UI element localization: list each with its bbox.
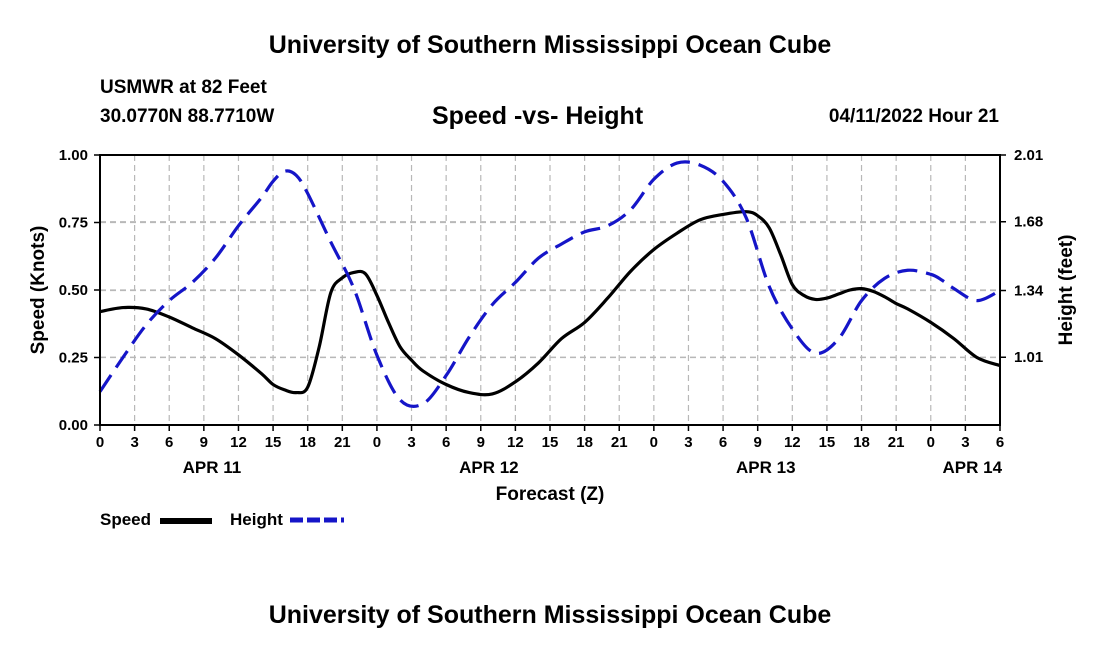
x-tick-label: 0 bbox=[96, 434, 104, 451]
legend-speed-label: Speed bbox=[100, 510, 152, 529]
y-tick-label: 0.50 bbox=[59, 282, 88, 299]
x-tick-label: 12 bbox=[507, 434, 524, 451]
x-tick-label: 3 bbox=[130, 434, 138, 451]
y2-axis-label: Height (feet) bbox=[1056, 235, 1077, 346]
x-tick-label: 21 bbox=[334, 434, 351, 451]
x-tick-label: 21 bbox=[611, 434, 628, 451]
y2-tick-label: 1.68 bbox=[1014, 214, 1043, 231]
x-tick-label: 3 bbox=[961, 434, 969, 451]
x-tick-label: 3 bbox=[407, 434, 415, 451]
x-tick-label: 18 bbox=[853, 434, 870, 451]
legend-height-label: Height bbox=[230, 510, 283, 529]
x-tick-label: 18 bbox=[576, 434, 593, 451]
y-tick-label: 0.75 bbox=[59, 215, 88, 232]
x-tick-label: 6 bbox=[165, 434, 173, 451]
x-tick-label: 0 bbox=[373, 434, 381, 451]
x-tick-label: 6 bbox=[996, 434, 1004, 451]
x-tick-label: 15 bbox=[819, 434, 836, 451]
x-tick-label: 12 bbox=[230, 434, 247, 451]
page-footer-title: University of Southern Mississippi Ocean… bbox=[268, 601, 832, 629]
x-tick-label: 3 bbox=[684, 434, 692, 451]
coordinates-label: 30.0770N 88.7710W bbox=[100, 106, 275, 127]
x-tick-label: 9 bbox=[754, 434, 762, 451]
y-tick-label: 1.00 bbox=[59, 147, 88, 164]
x-tick-label: 6 bbox=[719, 434, 727, 451]
height-series-line bbox=[98, 160, 1001, 408]
x-tick-label: 0 bbox=[927, 434, 935, 451]
y2-tick-label: 1.34 bbox=[1014, 283, 1044, 300]
x-tick-label: 9 bbox=[477, 434, 485, 451]
station-label: USMWR at 82 Feet bbox=[100, 77, 267, 98]
x-tick-label: 18 bbox=[299, 434, 316, 451]
x-tick-label: 0 bbox=[650, 434, 658, 451]
y-tick-label: 0.25 bbox=[59, 350, 88, 367]
date-label: APR 12 bbox=[459, 458, 519, 477]
x-axis-label: Forecast (Z) bbox=[496, 484, 605, 505]
legend-height-swatch bbox=[290, 517, 344, 523]
y-axis-label: Speed (Knots) bbox=[28, 226, 49, 355]
date-label: APR 11 bbox=[183, 458, 242, 477]
datetime-label: 04/11/2022 Hour 21 bbox=[828, 106, 999, 127]
y-tick-label: 0.00 bbox=[59, 417, 88, 434]
y2-tick-label: 1.01 bbox=[1014, 349, 1043, 366]
x-tick-label: 21 bbox=[888, 434, 905, 451]
x-tick-label: 12 bbox=[784, 434, 801, 451]
series-layer bbox=[98, 160, 1001, 408]
date-label: APR 14 bbox=[943, 458, 1003, 477]
axes: 0 3 6 9 12 15 18 21 0 3 6 9 12 15 18 21 0 3 6 9 12 15 18 21 0 3 6 0… bbox=[59, 147, 1044, 477]
x-tick-label: 15 bbox=[542, 434, 559, 451]
legend-speed-swatch bbox=[160, 518, 212, 524]
x-tick-label: 6 bbox=[442, 434, 450, 451]
speed-series-line bbox=[99, 210, 1001, 397]
x-tick-label: 9 bbox=[200, 434, 208, 451]
chart-title: Speed -vs- Height bbox=[432, 102, 644, 130]
x-tick-label: 15 bbox=[265, 434, 282, 451]
y2-tick-label: 2.01 bbox=[1014, 147, 1043, 164]
page-title: University of Southern Mississippi Ocean… bbox=[268, 31, 832, 59]
date-label: APR 13 bbox=[736, 458, 796, 477]
